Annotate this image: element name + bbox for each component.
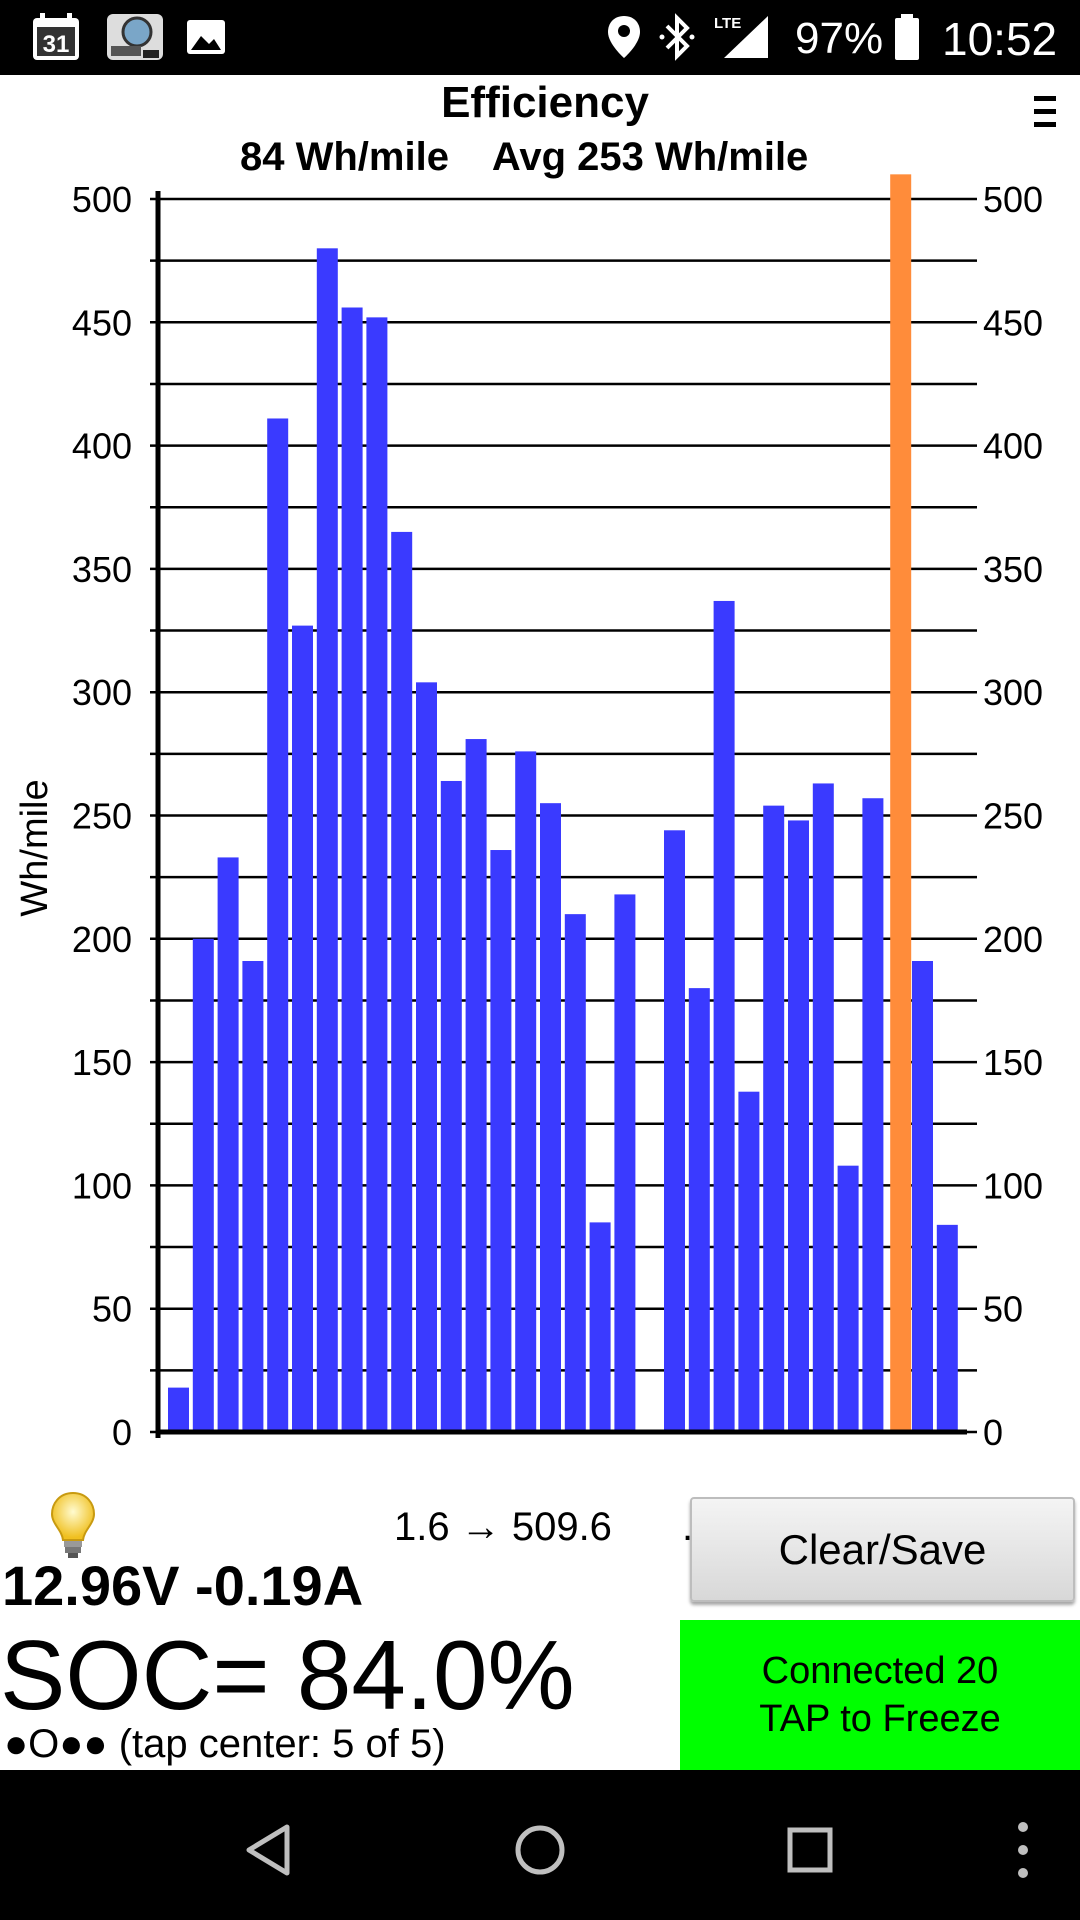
range-dot: .: [682, 1505, 694, 1549]
home-icon[interactable]: [505, 1815, 575, 1885]
left-tick-label: 350: [72, 549, 132, 590]
bar: [837, 1165, 859, 1432]
highlight-bar: [890, 174, 912, 1433]
bar: [366, 317, 388, 1432]
bar: [912, 960, 933, 1432]
right-tick-label: 100: [983, 1165, 1043, 1206]
battery-icon: [895, 14, 919, 60]
right-tick-label: 500: [983, 179, 1043, 220]
chart-subtitle: 84 Wh/mile Avg 253 Wh/mile: [240, 135, 809, 179]
bar: [763, 805, 785, 1432]
bar: [292, 625, 313, 1432]
bar: [168, 1387, 189, 1432]
bar: [490, 850, 512, 1432]
right-tick-label: 450: [983, 302, 1043, 343]
right-tick-label: 250: [983, 796, 1043, 837]
chart-title: Efficiency: [441, 78, 649, 127]
bar: [242, 960, 264, 1432]
left-tick-label: 300: [72, 672, 132, 713]
bar: [862, 798, 884, 1432]
left-tick-label: 200: [72, 919, 132, 960]
right-tick-label: 200: [983, 919, 1043, 960]
left-tick-label: 50: [92, 1289, 132, 1330]
left-tick-label: 250: [72, 796, 132, 837]
app-icon: [107, 14, 163, 60]
right-tick-labels: 0 50 100 150 200 250 300 350 400 450 500: [983, 179, 1043, 1453]
left-tick-label: 450: [72, 302, 132, 343]
bar: [664, 830, 685, 1432]
bar: [391, 531, 413, 1432]
left-tick-label: 150: [72, 1042, 132, 1083]
bar: [465, 739, 487, 1432]
status-bar: 31 LTE 97% 10:52: [0, 0, 1080, 75]
clock: 10:52: [942, 13, 1058, 65]
bar: [440, 780, 462, 1432]
connected-status-button[interactable]: Connected 20 TAP to Freeze: [680, 1620, 1080, 1770]
left-tick-labels: 0 50 100 150 200 250 300 350 400 450 500: [72, 179, 132, 1453]
menu-icon[interactable]: [1030, 92, 1060, 132]
more-icon[interactable]: [1000, 1815, 1046, 1885]
efficiency-chart[interactable]: 0 50 100 150 200 250 300 350 400 450 500 0 50 100 150…: [0, 0, 1080, 1480]
recents-icon[interactable]: [775, 1815, 845, 1885]
lte-signal-icon: LTE: [714, 15, 768, 58]
lightbulb-icon: [50, 1491, 96, 1558]
soc-readout: SOC= 84.0%: [0, 1620, 575, 1730]
tap-info: ●O●● (tap center: 5 of 5): [4, 1722, 446, 1766]
bar: [713, 600, 735, 1432]
bar: [738, 1091, 760, 1432]
left-tick-label: 500: [72, 179, 132, 220]
bar: [515, 751, 537, 1432]
axes: [155, 191, 967, 1438]
location-icon: [608, 16, 640, 58]
right-tick-label: 300: [983, 672, 1043, 713]
right-tick-label: 400: [983, 426, 1043, 467]
bar: [564, 914, 586, 1432]
battery-percentage: 97%: [795, 14, 884, 63]
back-icon[interactable]: [235, 1815, 305, 1885]
bar: [416, 682, 437, 1432]
left-tick-label: 0: [112, 1412, 132, 1453]
connected-status-text: Connected 20: [761, 1650, 999, 1692]
calendar-icon: 31: [33, 13, 79, 60]
y-axis-label: Wh/mile: [14, 779, 56, 916]
tap-to-freeze-text: TAP to Freeze: [759, 1698, 1001, 1740]
left-tick-label: 100: [72, 1165, 132, 1206]
navigation-bar: [0, 1780, 1080, 1920]
bar: [589, 1222, 611, 1432]
calendar-day: 31: [43, 31, 70, 58]
bar: [267, 418, 289, 1432]
bar: [812, 783, 834, 1432]
voltage-current-readout: 12.96V -0.19A: [2, 1554, 364, 1617]
right-tick-label: 0: [983, 1412, 1003, 1453]
soc-panel[interactable]: [0, 1620, 680, 1770]
right-tick-label: 50: [983, 1289, 1023, 1330]
clear-save-button[interactable]: Clear/Save: [690, 1497, 1075, 1602]
right-tick-label: 150: [983, 1042, 1043, 1083]
bar: [614, 894, 636, 1432]
gallery-icon: [187, 20, 225, 54]
bars: [168, 174, 958, 1433]
range-readout: 1.6 → 509.6: [394, 1505, 612, 1549]
right-tick-label: 350: [983, 549, 1043, 590]
left-tick-label: 400: [72, 426, 132, 467]
bar: [341, 307, 363, 1432]
lte-label: LTE: [714, 15, 741, 32]
bar: [217, 857, 239, 1432]
bar: [788, 820, 809, 1432]
bar: [316, 248, 338, 1432]
bar: [688, 988, 710, 1432]
bar: [540, 803, 561, 1432]
bluetooth-icon: [659, 13, 695, 61]
bar: [192, 938, 214, 1432]
bar: [936, 1224, 958, 1432]
